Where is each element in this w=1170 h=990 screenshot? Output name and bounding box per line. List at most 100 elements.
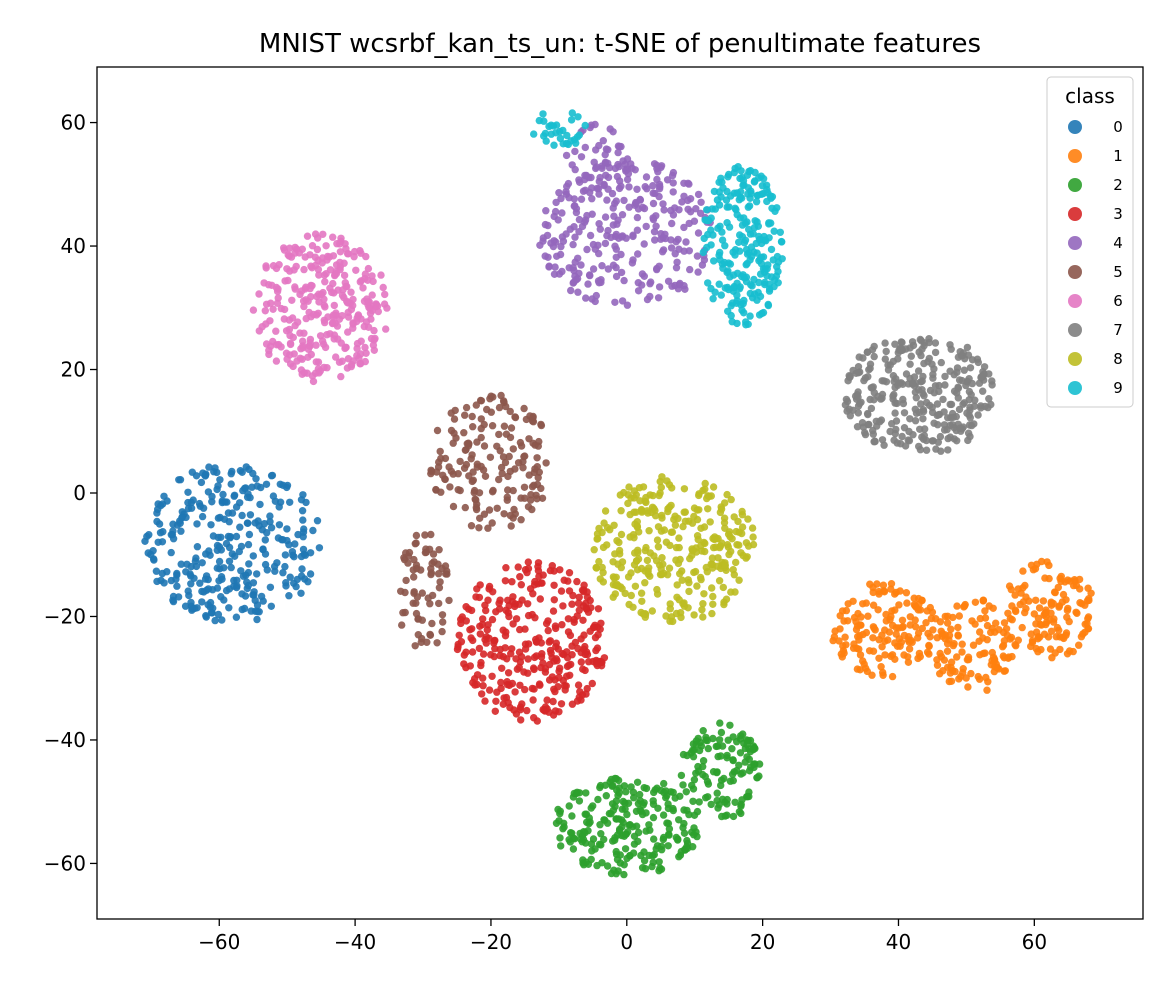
point-class-1	[1076, 599, 1084, 607]
point-class-9	[753, 191, 762, 200]
point-class-0	[257, 483, 265, 492]
point-class-2	[657, 865, 666, 873]
point-class-5	[514, 459, 523, 467]
point-class-8	[672, 609, 681, 618]
point-class-6	[338, 357, 346, 365]
point-class-1	[1063, 613, 1071, 621]
point-class-1	[1075, 641, 1083, 649]
point-class-9	[734, 163, 742, 171]
point-class-7	[977, 404, 985, 412]
point-class-8	[719, 583, 727, 592]
point-class-4	[597, 276, 605, 284]
point-class-3	[491, 645, 499, 653]
point-class-1	[840, 617, 848, 625]
point-class-9	[559, 140, 567, 148]
point-class-1	[887, 585, 895, 593]
point-class-3	[531, 577, 539, 586]
point-class-5	[504, 486, 512, 494]
point-class-2	[676, 851, 685, 859]
point-class-8	[651, 506, 659, 515]
point-class-0	[266, 518, 274, 526]
point-class-3	[488, 615, 497, 624]
point-class-6	[293, 357, 301, 365]
point-class-1	[1014, 585, 1022, 593]
point-class-4	[571, 233, 579, 241]
legend-title: class	[1065, 84, 1115, 108]
point-class-0	[187, 498, 195, 507]
point-class-6	[332, 353, 340, 361]
point-class-8	[697, 542, 705, 550]
point-class-3	[565, 569, 574, 577]
point-class-8	[621, 589, 629, 598]
point-class-4	[654, 294, 663, 302]
point-class-0	[258, 526, 266, 534]
point-class-6	[364, 323, 373, 331]
point-class-5	[469, 468, 477, 476]
point-class-2	[707, 800, 715, 809]
point-class-4	[562, 190, 570, 198]
point-class-6	[284, 276, 292, 285]
point-class-3	[568, 600, 576, 608]
point-class-9	[716, 248, 724, 257]
point-class-9	[550, 141, 558, 149]
point-class-6	[377, 271, 385, 279]
point-class-8	[638, 507, 646, 515]
point-class-0	[238, 590, 246, 598]
point-class-0	[184, 488, 192, 496]
point-class-4	[612, 272, 621, 281]
point-class-2	[704, 744, 712, 753]
point-class-7	[965, 421, 974, 429]
point-class-2	[582, 789, 590, 797]
point-class-6	[344, 328, 352, 336]
point-class-4	[562, 230, 570, 238]
point-class-3	[557, 700, 566, 708]
point-class-8	[646, 549, 654, 557]
point-class-2	[639, 801, 647, 809]
point-class-9	[717, 291, 725, 299]
point-class-4	[589, 240, 598, 249]
point-class-3	[488, 672, 496, 680]
point-class-5	[427, 565, 435, 573]
point-class-9	[716, 256, 724, 264]
point-class-0	[259, 545, 267, 554]
point-class-0	[169, 596, 177, 604]
point-class-0	[211, 464, 219, 472]
point-class-6	[301, 253, 309, 261]
point-class-1	[857, 613, 865, 621]
point-class-0	[169, 535, 178, 543]
point-class-2	[680, 829, 689, 837]
point-class-7	[858, 419, 867, 427]
point-class-7	[974, 358, 982, 367]
point-class-6	[370, 346, 378, 354]
point-class-0	[181, 602, 190, 610]
point-class-7	[884, 366, 893, 374]
point-class-2	[582, 810, 591, 818]
point-class-2	[659, 811, 668, 819]
point-class-2	[565, 802, 573, 810]
point-class-2	[693, 807, 702, 816]
point-class-6	[347, 361, 356, 369]
point-class-8	[660, 569, 668, 577]
point-class-8	[706, 518, 714, 526]
point-class-1	[1011, 591, 1019, 599]
point-class-0	[222, 539, 231, 548]
point-class-7	[955, 376, 964, 384]
point-class-0	[150, 556, 158, 564]
point-class-0	[286, 498, 294, 506]
point-class-0	[159, 528, 167, 536]
point-class-8	[662, 612, 670, 620]
point-class-1	[878, 631, 886, 639]
point-class-8	[735, 528, 743, 536]
point-class-0	[315, 544, 324, 552]
point-class-8	[671, 512, 679, 520]
point-class-5	[412, 599, 420, 607]
point-class-8	[627, 591, 635, 600]
point-class-6	[332, 309, 340, 317]
point-class-1	[899, 622, 907, 631]
point-class-9	[563, 131, 571, 140]
point-class-3	[559, 602, 567, 610]
point-class-6	[290, 266, 298, 274]
point-class-9	[739, 176, 748, 185]
point-class-2	[570, 789, 578, 798]
point-class-1	[933, 661, 942, 669]
